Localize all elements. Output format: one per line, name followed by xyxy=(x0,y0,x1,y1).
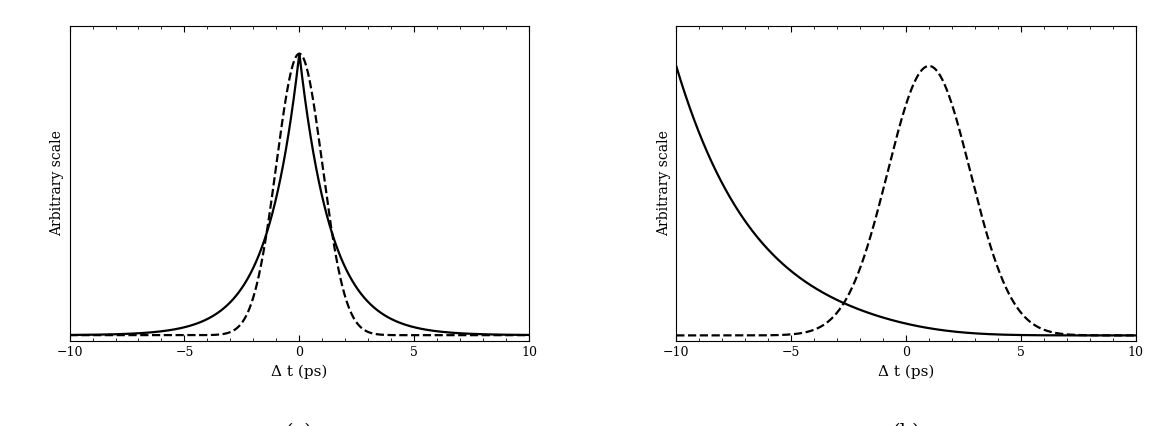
Y-axis label: Arbitrary scale: Arbitrary scale xyxy=(657,130,671,236)
Text: (b): (b) xyxy=(892,423,920,426)
Text: (a): (a) xyxy=(286,423,313,426)
X-axis label: Δ t (ps): Δ t (ps) xyxy=(877,364,934,379)
Y-axis label: Arbitrary scale: Arbitrary scale xyxy=(50,130,64,236)
X-axis label: Δ t (ps): Δ t (ps) xyxy=(271,364,328,379)
